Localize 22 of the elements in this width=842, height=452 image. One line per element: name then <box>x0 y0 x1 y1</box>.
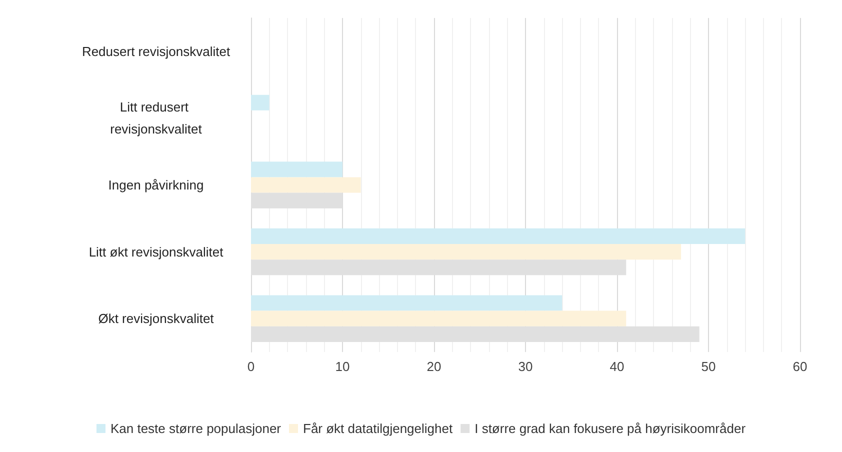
bar <box>251 244 682 260</box>
bar <box>251 177 361 193</box>
y-tick-label: Økt revisjonskvalitet <box>98 311 214 326</box>
bar <box>251 94 270 110</box>
legend-label: I større grad kan fokusere på høyrisikoområder <box>474 421 746 436</box>
legend-label: Kan teste større populasjoner <box>110 421 282 436</box>
legend-label: Får økt datatilgjengelighet <box>303 421 453 436</box>
bar <box>251 162 342 178</box>
bar <box>251 228 746 244</box>
y-tick-label: Litt økt revisjonskvalitet <box>88 244 224 260</box>
x-tick-label: 20 <box>426 359 442 374</box>
x-tick-label: 50 <box>701 359 716 374</box>
x-tick-label: 30 <box>518 359 533 374</box>
x-tick-label: 40 <box>610 359 624 374</box>
bar <box>251 295 562 311</box>
x-tick-label: 0 <box>247 359 255 374</box>
y-tick-label: Redusert revisjonskvalitet <box>82 44 230 59</box>
y-tick-label: Ingen påvirkning <box>108 178 204 192</box>
bar <box>251 310 626 326</box>
x-tick-label: 60 <box>792 359 808 374</box>
y-tick-label: Litt redusert revisjonskvalitet <box>110 100 202 137</box>
x-tick-label: 10 <box>335 359 350 374</box>
